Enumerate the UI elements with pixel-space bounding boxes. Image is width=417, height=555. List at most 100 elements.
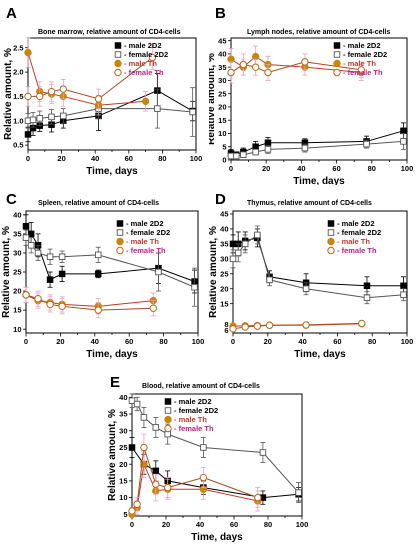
legend-marker-c-0 <box>116 220 124 227</box>
chart-svg-e: E Blood, relative amount of CD4-cells 0 20 4… <box>107 374 309 543</box>
x-axis-label-a: Time, days <box>86 166 138 177</box>
series-e-female-2d2 <box>128 393 302 504</box>
y-tick-label-e-6: 35 <box>119 410 127 419</box>
data-point-b-male_th-2 <box>251 52 260 61</box>
legend-label-c-2: - male Th <box>126 237 159 246</box>
data-point-d-female_th-4 <box>302 321 310 329</box>
data-point-e-female_th-4 <box>164 483 172 492</box>
data-point-d-female_2d2-3 <box>254 231 261 239</box>
data-point-a-female_th-1 <box>36 92 44 101</box>
y-tick-label-c-6: 40 <box>13 210 21 219</box>
x-tick-label-e-10: 100 <box>296 520 309 529</box>
data-point-b-female_th-5 <box>357 66 365 74</box>
legend-label-a-1: - female 2D2 <box>124 50 168 59</box>
data-point-d-female_2d2-6 <box>363 294 371 301</box>
data-point-e-female_2d2-3 <box>152 424 160 431</box>
legend-label-c-3: - female Th <box>126 246 166 255</box>
data-point-e-female_th-5 <box>199 473 208 482</box>
y-tick-label-e-1: 10 <box>119 493 127 502</box>
data-point-d-female_th-2 <box>253 322 262 330</box>
x-tick-label-e-0: 0 <box>130 520 134 529</box>
data-point-a-male_th-5 <box>141 97 150 106</box>
data-point-b-female_2d2-0 <box>227 152 235 160</box>
series-line-e-male_th <box>131 462 258 515</box>
y-tick-label-b-8: 40 <box>218 50 226 59</box>
data-point-e-female_2d2-6 <box>259 449 267 456</box>
data-point-c-female_th-5 <box>149 304 157 312</box>
series-c-female-th <box>22 286 157 319</box>
legend-label-b-3: - female Th <box>343 68 383 77</box>
data-point-c-male_2d2-4 <box>58 270 66 278</box>
series-c-female-2d2 <box>22 229 198 307</box>
y-tick-label-a-2: 1.5 <box>13 92 23 101</box>
x-tick-label-d-2: 20 <box>264 337 272 346</box>
data-point-d-female_2d2-5 <box>302 285 310 292</box>
y-tick-label-b-5: 25 <box>218 89 226 98</box>
legend-marker-d-0 <box>327 220 335 227</box>
data-point-e-female_th-3 <box>152 480 160 488</box>
data-point-b-female_2d2-6 <box>363 140 370 148</box>
data-point-c-female_th-0 <box>22 291 30 299</box>
data-point-e-male_2d2-0 <box>128 444 136 451</box>
series-a-male-2d2 <box>24 73 196 143</box>
series-d-female-th <box>229 319 366 333</box>
data-point-a-female_th-2 <box>47 87 56 96</box>
data-point-c-male_2d2-5 <box>94 270 102 278</box>
y-tick-label-b-3: 15 <box>218 116 226 125</box>
data-point-d-female_2d2-7 <box>400 291 407 298</box>
y-tick-label-c-3: 25 <box>13 268 21 277</box>
data-point-d-male_2d2-0 <box>229 240 237 248</box>
legend-b: - male 2D2- female 2D2- male Th- female … <box>333 41 387 77</box>
series-line-d-male_2d2 <box>233 237 404 287</box>
legend-marker-d-3 <box>327 246 335 255</box>
legend-label-d-1: - female 2D2 <box>337 228 381 237</box>
chart-panel-b: B Lymph nodes, relative amount of CD4-cel… <box>206 0 417 187</box>
series-d-male-2d2 <box>229 228 407 296</box>
data-point-e-female_2d2-5 <box>200 444 207 451</box>
legend-c: - male 2D2- female 2D2- male Th- female … <box>116 219 170 255</box>
legend-marker-d-2 <box>327 237 335 246</box>
chart-panel-a: A Bone marrow, relative amount of CD4-cel… <box>0 0 208 185</box>
series-line-c-male_th <box>25 294 154 307</box>
y-tick-label-d-8: 45 <box>220 210 228 219</box>
y-tick-label-a-3: 2.0 <box>13 68 23 77</box>
data-point-c-female_2d2-3 <box>46 253 54 260</box>
series-b-female-th <box>227 53 365 84</box>
data-point-d-female_2d2-1 <box>234 249 242 257</box>
data-point-b-female_2d2-4 <box>264 146 272 153</box>
legend-label-b-1: - female 2D2 <box>343 50 387 59</box>
data-point-c-male_2d2-0 <box>22 223 30 230</box>
legend-label-d-3: - female Th <box>337 246 377 255</box>
data-point-d-female_th-1 <box>241 323 249 331</box>
y-tick-label-b-4: 20 <box>218 103 226 112</box>
panel-label-d: D <box>215 191 226 208</box>
data-point-c-female_th-2 <box>46 300 54 309</box>
x-tick-label-c-6: 60 <box>125 337 133 346</box>
y-tick-label-b-1: 5 <box>222 142 226 151</box>
y-tick-label-c-1: 15 <box>13 306 21 315</box>
y-tick-label-e-3: 20 <box>119 460 127 469</box>
data-point-c-female_th-4 <box>94 306 102 314</box>
x-tick-label-d-0: 0 <box>231 337 235 346</box>
y-tick-label-b-7: 35 <box>218 63 226 72</box>
chart-panel-e: E Blood, relative amount of CD4-cells 0 20 4… <box>104 369 314 550</box>
x-tick-label-b-0: 0 <box>229 164 233 173</box>
legend-marker-d-1 <box>327 229 335 236</box>
data-point-d-male_2d2-7 <box>400 282 407 290</box>
legend-label-a-3: - female Th <box>124 68 164 77</box>
data-point-a-female_2d2-2 <box>36 115 44 122</box>
x-tick-label-e-8: 80 <box>264 520 272 529</box>
legend-label-e-2: - male Th <box>174 415 207 424</box>
y-tick-label-b-9: 45 <box>218 36 226 45</box>
legend-label-d-0: - male 2D2 <box>337 219 375 228</box>
data-point-a-female_2d2-3 <box>48 113 55 121</box>
data-point-b-female_2d2-2 <box>240 151 247 158</box>
y-tick-label-d-2: 15 <box>220 299 228 308</box>
legend-label-e-1: - female 2D2 <box>174 406 218 415</box>
x-tick-label-d-4: 40 <box>298 337 306 346</box>
data-point-d-male_2d2-6 <box>363 282 371 290</box>
data-point-d-female_th-3 <box>265 321 274 329</box>
legend-marker-b-0 <box>333 42 341 49</box>
chart-title-b: Lymph nodes, relative amount of CD4-cell… <box>247 29 390 36</box>
legend-marker-a-1 <box>114 51 122 58</box>
